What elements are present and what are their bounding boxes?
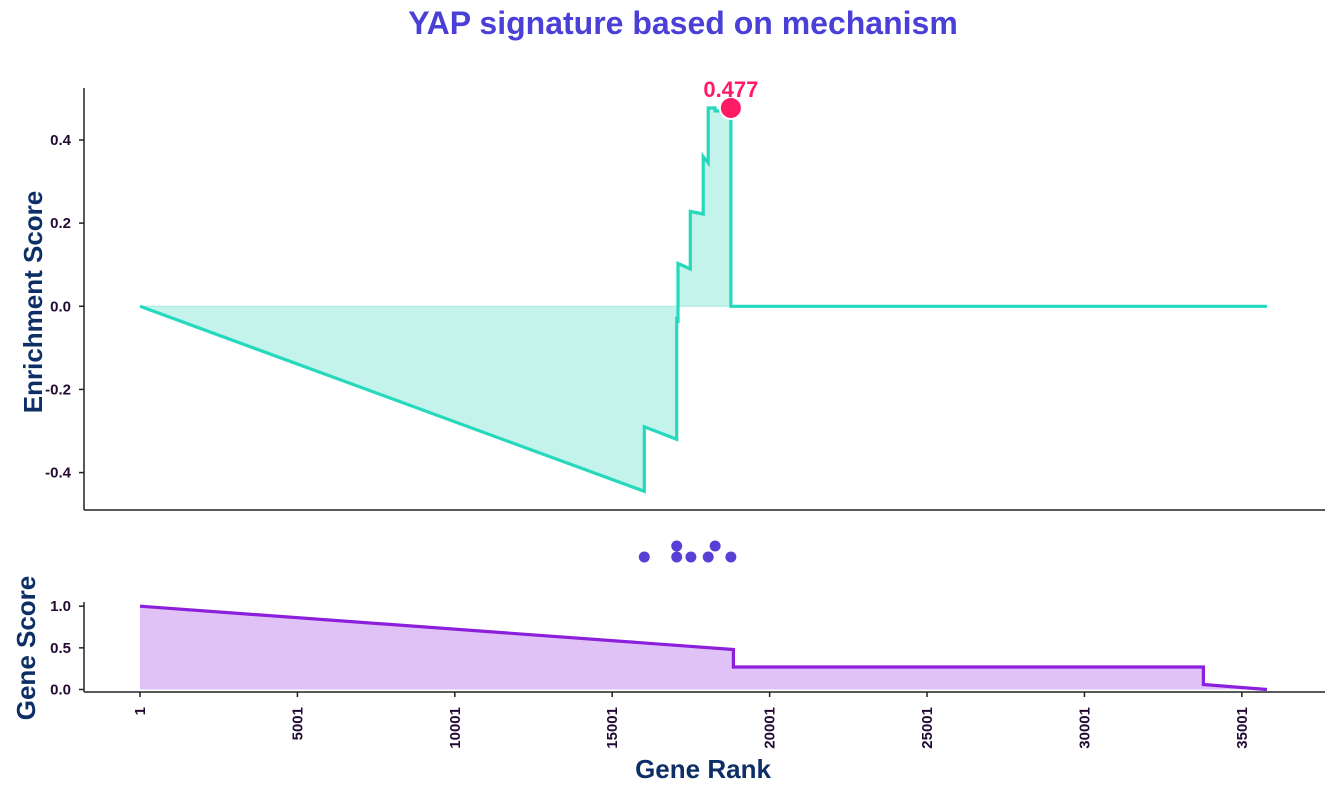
hit-markers xyxy=(638,540,737,563)
hit-marker xyxy=(638,551,650,563)
enrichment-score-line xyxy=(139,106,1267,494)
gene-rank-x-tick-label: 30001 xyxy=(1076,707,1093,749)
gene-score-y-ticks: 1.0 0.5 0.0 xyxy=(50,598,84,699)
enrichment-y-tick-label: 0.0 xyxy=(50,298,71,315)
peak-marker xyxy=(718,95,743,120)
gene-rank-x-label: Gene Rank xyxy=(635,754,771,784)
enrichment-y-tick-label: 0.2 xyxy=(50,215,71,232)
peak-label: 0.477 xyxy=(703,77,758,102)
enrichment-panel: 0.4 0.2 0.0 -0.2 -0.4 0.477 Enrichment Score xyxy=(18,77,1325,511)
enrichment-y-ticks: 0.4 0.2 0.0 -0.2 -0.4 xyxy=(45,132,84,482)
gene-score-y-tick-label: 0.5 xyxy=(50,640,71,657)
gene-score-y-label: Gene Score xyxy=(11,576,41,721)
gene-rank-x-tick-label: 5001 xyxy=(289,707,306,740)
gene-rank-x-tick-label: 20001 xyxy=(762,707,779,749)
enrichment-y-tick-label: 0.4 xyxy=(50,132,72,149)
enrichment-y-tick-label: -0.2 xyxy=(45,381,71,398)
hit-marker xyxy=(725,551,737,563)
enrichment-y-label: Enrichment Score xyxy=(18,191,48,414)
hit-marker xyxy=(685,551,697,563)
hit-marker xyxy=(671,540,683,552)
gene-score-y-tick-label: 0.0 xyxy=(50,682,71,699)
enrichment-area-fill xyxy=(140,108,1267,492)
gene-rank-x-tick-label: 1 xyxy=(132,707,149,715)
hit-marker xyxy=(709,540,721,552)
gene-rank-x-tick-label: 15001 xyxy=(604,707,621,749)
gene-rank-x-tick-label: 10001 xyxy=(447,707,464,749)
gene-rank-x-tick-label: 25001 xyxy=(919,707,936,749)
gene-score-line xyxy=(139,604,1268,692)
gene-rank-x-tick-label: 35001 xyxy=(1234,707,1251,749)
enrichment-y-tick-label: -0.4 xyxy=(45,465,72,482)
chart-title: YAP signature based on mechanism xyxy=(408,5,958,41)
gene-rank-x-ticks: 1 5001 10001 15001 20001 25001 30001 35001 xyxy=(132,692,1251,749)
gene-score-y-tick-label: 1.0 xyxy=(50,598,71,615)
hit-marker xyxy=(671,551,683,563)
gene-score-panel: 1.00.50.0 1 5001 10001 15001 20001 25001 30001… xyxy=(11,576,1325,784)
hit-marker xyxy=(702,551,714,563)
